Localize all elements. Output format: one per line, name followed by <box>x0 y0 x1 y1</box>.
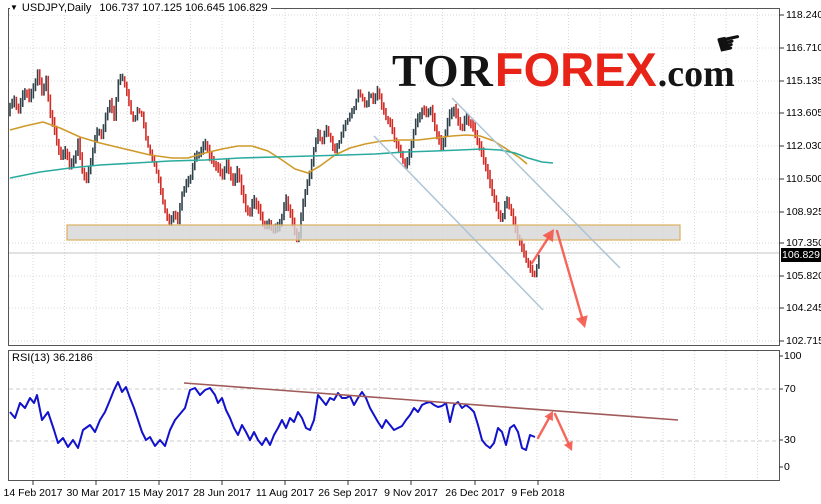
logo-prefix: TOR <box>392 45 494 96</box>
candlesticks <box>9 69 540 278</box>
date-label: 26 Dec 2017 <box>445 487 505 499</box>
rsi-axis-label: 0 <box>784 461 790 473</box>
rsi-line <box>9 381 536 451</box>
date-label: 28 Jun 2017 <box>193 487 251 499</box>
forecast-arrows-rsi <box>536 411 573 451</box>
price-axis-label: 107.350 <box>786 237 821 249</box>
current-price-tag: 106.829 <box>781 248 821 262</box>
price-axis-label: 110.500 <box>786 173 821 185</box>
price-axis-label: 102.715 <box>786 335 821 347</box>
date-label: 11 Aug 2017 <box>255 487 315 499</box>
support-zone <box>66 224 681 241</box>
symbol-dropdown-icon[interactable]: ▼ <box>10 3 18 12</box>
symbol-timeframe-label: USDJPY,Daily <box>21 2 92 14</box>
price-axis-label: 116.710 <box>786 42 821 54</box>
date-label: 9 Nov 2017 <box>384 487 438 499</box>
rsi-panel-frame <box>8 350 780 481</box>
rsi-trendline <box>183 382 679 421</box>
date-label: 26 Sep 2017 <box>318 487 378 499</box>
price-axis-label: 108.925 <box>786 206 821 218</box>
date-label: 14 Feb 2017 <box>3 487 63 499</box>
ma-fast-line <box>9 121 528 174</box>
trend-channel <box>373 97 621 311</box>
rsi-axis-label: 30 <box>784 434 796 446</box>
main-panel-frame <box>8 8 780 346</box>
price-axis-label: 118.240 <box>786 9 821 21</box>
price-axis-label: 112.030 <box>786 140 821 152</box>
date-label: 15 May 2017 <box>128 487 190 499</box>
watermark-logo: TOR FOREX .com ☛ <box>392 25 746 97</box>
rsi-axis-label: 100 <box>784 350 802 362</box>
price-axis-label: 115.135 <box>786 75 821 87</box>
price-axis-label: 104.245 <box>786 302 821 314</box>
logo-brand: FOREX <box>494 43 657 96</box>
price-axis-label: 113.605 <box>786 107 821 119</box>
forecast-arrows-main <box>530 229 588 328</box>
price-axis-label: 105.820 <box>786 270 821 282</box>
date-label: 30 Mar 2017 <box>66 487 126 499</box>
axis-ticks <box>32 14 784 485</box>
logo-suffix: .com <box>657 53 735 95</box>
ohlc-values: 106.737 107.125 106.645 106.829 <box>99 2 268 14</box>
date-label: 9 Feb 2018 <box>511 487 565 499</box>
rsi-indicator-label: RSI(13) 36.2186 <box>12 352 93 364</box>
rsi-axis-label: 70 <box>784 383 796 395</box>
ma-slow-line <box>9 148 554 179</box>
chart-title: ▼ USDJPY,Daily 106.737 107.125 106.645 106… <box>10 2 271 15</box>
